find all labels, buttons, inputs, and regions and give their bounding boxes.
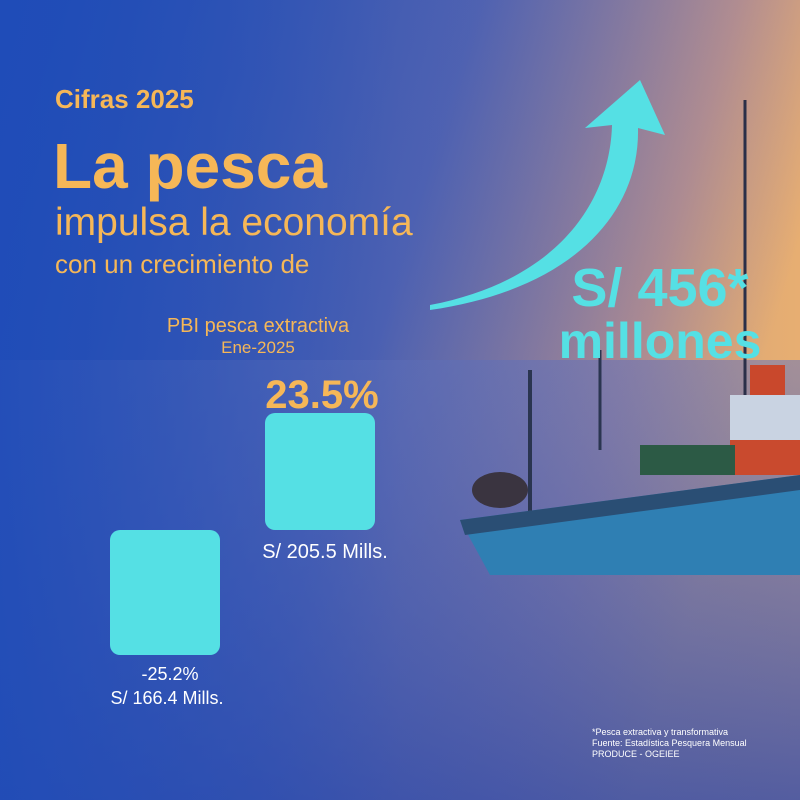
chart-title: PBI pesca extractiva bbox=[167, 315, 350, 337]
kicker: Cifras 2025 bbox=[55, 84, 194, 114]
bar-change: 23.5% bbox=[265, 373, 378, 417]
bar-amount: S/ 205.5 Mills. bbox=[262, 541, 388, 563]
growth-arrow bbox=[430, 80, 665, 310]
boat bbox=[460, 100, 800, 575]
bar bbox=[265, 413, 375, 530]
footnote: *Pesca extractiva y transformativa bbox=[592, 727, 728, 737]
footnote: PRODUCE - OGEIEE bbox=[592, 749, 680, 759]
highlight-value: S/ 456* bbox=[571, 258, 748, 318]
bar-change: -25.2% bbox=[141, 664, 198, 684]
highlight-unit: millones bbox=[559, 313, 762, 369]
bar bbox=[110, 530, 220, 655]
lead: con un crecimiento de bbox=[55, 249, 309, 279]
footnote: Fuente: Estadística Pesquera Mensual bbox=[592, 738, 747, 748]
chart-period: Ene-2025 bbox=[221, 338, 295, 357]
subtitle: impulsa la economía bbox=[55, 201, 413, 244]
headline: La pesca bbox=[53, 130, 327, 202]
bar-amount: S/ 166.4 Mills. bbox=[110, 688, 223, 708]
